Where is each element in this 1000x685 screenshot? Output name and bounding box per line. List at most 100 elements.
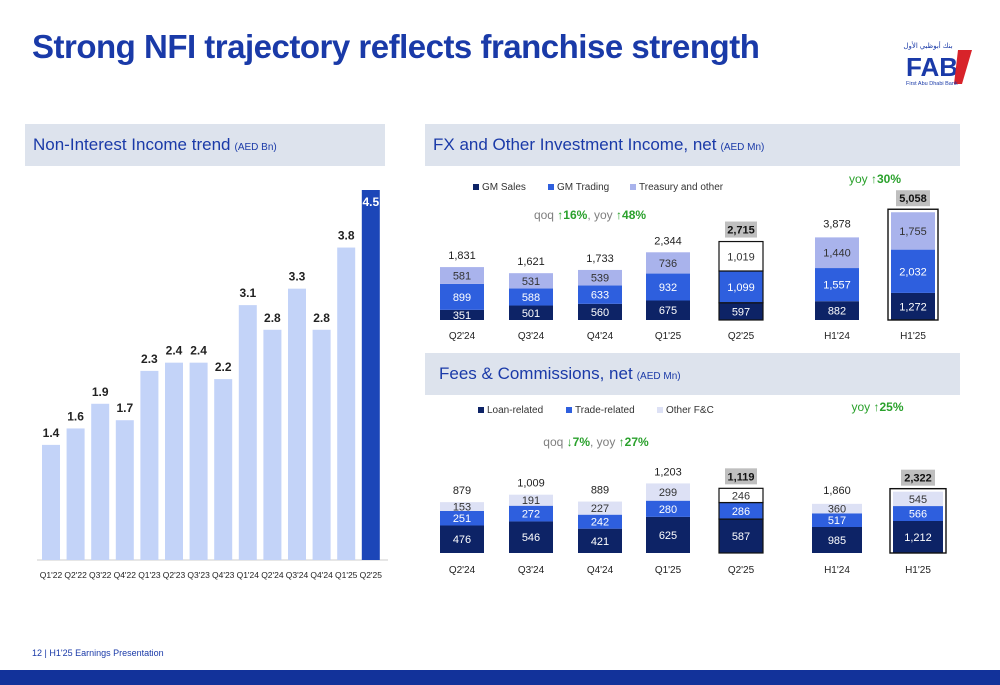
bar-segment (509, 505, 553, 522)
data-label: 2.3 (141, 352, 158, 366)
segment-label: 546 (522, 532, 540, 544)
footer-bar (0, 670, 1000, 685)
yoy-value: ↑25% (873, 400, 903, 414)
data-label: 4.5 (362, 195, 379, 209)
segment-label: 246 (732, 490, 750, 502)
bar-segment (812, 513, 862, 527)
total-label: 2,322 (904, 473, 932, 485)
panel-title: Fees & Commissions, net (439, 364, 633, 383)
total-label: 1,733 (586, 253, 614, 265)
segment-label: 286 (732, 506, 750, 518)
bar-segment (893, 506, 943, 522)
qoq-value: ↓7% (567, 435, 591, 449)
yoy-value: ↑27% (619, 435, 649, 449)
segment-label: 272 (522, 509, 540, 521)
segment-label: 227 (591, 503, 609, 515)
segment-label: 566 (909, 509, 927, 521)
tick-label: Q2'25 (360, 570, 383, 580)
panel-header-nii: Non-Interest Income trend (AED Bn) (25, 124, 385, 166)
qoq-label: qoq (543, 435, 566, 449)
bar-segment (646, 483, 690, 501)
tick-label: Q1'23 (138, 570, 161, 580)
tick-label: Q1'25 (655, 565, 682, 576)
logo-mark-icon (954, 50, 972, 84)
segment-label: 360 (828, 504, 846, 516)
legend-swatch (473, 184, 479, 190)
legend-label: GM Trading (557, 182, 609, 193)
bar-segment (891, 292, 935, 320)
total-highlight (725, 221, 757, 238)
tick-label: Q1'25 (335, 570, 358, 580)
bar-segment (440, 525, 484, 553)
tick-label: Q3'22 (89, 570, 112, 580)
total-label: 1,009 (517, 478, 545, 490)
data-label: 3.3 (289, 270, 306, 284)
tick-label: Q3'24 (518, 331, 545, 342)
bar-segment (646, 516, 690, 553)
bar-segment (578, 303, 622, 320)
tick-label: Q3'23 (187, 570, 210, 580)
bar-segment (891, 249, 935, 293)
tick-label: Q3'24 (286, 570, 309, 580)
bar-segment (893, 491, 943, 507)
segment-label: 560 (591, 307, 609, 319)
segment-label: 587 (732, 531, 750, 543)
total-label: 889 (591, 485, 609, 497)
segment-label: 531 (522, 276, 540, 288)
bar-segment (509, 305, 553, 320)
tick-label: Q4'24 (587, 331, 614, 342)
data-label: 1.4 (43, 426, 60, 440)
half-year-yoy: yoy ↑30% (849, 172, 901, 186)
bar (312, 329, 331, 560)
bar-segment (646, 252, 690, 274)
panel-header-fees: Fees & Commissions, net (AED Mn) (425, 353, 960, 395)
qoq-label: qoq (534, 208, 557, 222)
segment-label: 299 (659, 487, 677, 499)
bar (115, 420, 134, 560)
data-label: 3.8 (338, 229, 355, 243)
segment-label: 545 (909, 494, 927, 506)
legend-label: Treasury and other (639, 182, 724, 193)
segment-label: 153 (453, 502, 471, 514)
legend-swatch (630, 184, 636, 190)
total-label: 879 (453, 485, 471, 497)
tick-label: H1'25 (905, 565, 931, 576)
bar-segment (812, 526, 862, 553)
bar-segment (891, 212, 935, 250)
bar (361, 190, 380, 560)
bar (140, 370, 159, 560)
tick-label: H1'24 (824, 331, 850, 342)
data-label: 2.8 (264, 311, 281, 325)
panel-unit: (AED Mn) (720, 141, 765, 153)
bar-segment (718, 487, 764, 504)
data-label: 1.6 (67, 409, 84, 423)
bar-segment (646, 500, 690, 517)
segment-label: 280 (659, 504, 677, 516)
bar-segment (893, 521, 943, 553)
segment-label: 539 (591, 273, 609, 285)
yoy-label: , yoy (590, 435, 619, 449)
growth-annotation: qoq ↓7%, yoy ↑27% (543, 435, 649, 449)
segment-label: 1,755 (899, 226, 927, 238)
data-label: 2.2 (215, 360, 232, 374)
legend-swatch (657, 407, 663, 413)
tick-label: Q2'22 (64, 570, 87, 580)
panel-title: Non-Interest Income trend (33, 135, 231, 154)
bar (165, 362, 183, 560)
tick-label: Q2'24 (449, 331, 476, 342)
yoy-value: ↑30% (871, 172, 901, 186)
footer-text: 12 | H1'25 Earnings Presentation (32, 648, 164, 658)
segment-label: 633 (591, 290, 609, 302)
segment-label: 1,019 (727, 251, 755, 263)
page-title: Strong NFI trajectory reflects franchise… (32, 28, 760, 65)
legend-label: Loan-related (487, 405, 543, 416)
tick-label: Q2'24 (261, 570, 284, 580)
bar-segment (815, 237, 859, 269)
logo-arabic: بنك أبوظبي الأول (903, 41, 952, 50)
legend-label: GM Sales (482, 182, 526, 193)
segment-label: 1,272 (899, 301, 927, 313)
tick-label: Q1'22 (40, 570, 63, 580)
total-label: 1,203 (654, 466, 682, 478)
segment-label: 597 (732, 306, 750, 318)
